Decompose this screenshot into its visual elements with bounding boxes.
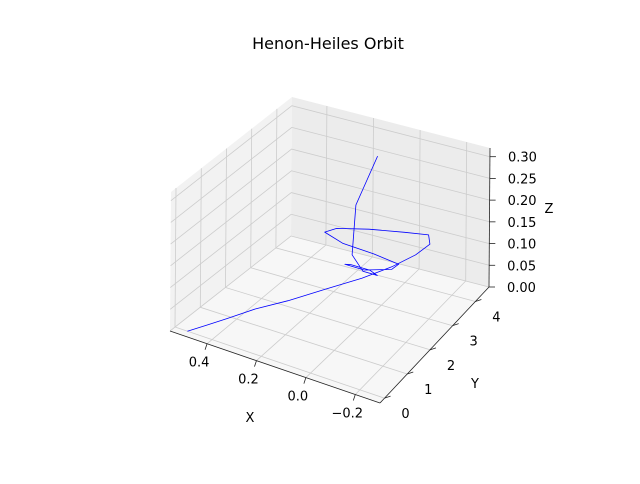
x-tick-label: −0.2	[332, 407, 364, 422]
y-tick-mark	[384, 395, 391, 399]
x-tick-mark	[254, 360, 257, 367]
x-tick-label: 0.2	[238, 373, 259, 388]
x-tick-label: 0.4	[189, 356, 210, 371]
z-tick-label: 0.00	[507, 281, 536, 296]
grid-line-z	[170, 192, 490, 288]
z-tick-label: 0.15	[507, 216, 536, 231]
z-tick-label: 0.30	[508, 151, 537, 166]
grid-line-z	[169, 213, 490, 310]
z-tick-label: 0.10	[507, 238, 536, 253]
chart-title: Henon-Heiles Orbit	[252, 34, 404, 53]
grid-line-z	[170, 105, 490, 202]
z-axis-label: Z	[545, 202, 554, 217]
grid-line-z	[170, 126, 490, 223]
grid-line-z	[169, 235, 490, 332]
y-axis-line	[379, 286, 490, 404]
y-tick-mark	[475, 299, 482, 302]
orbit-curve	[187, 155, 431, 332]
y-tick-label: 1	[424, 383, 432, 398]
series-line	[187, 155, 431, 332]
x-axis-line	[169, 330, 381, 404]
grid-lines	[169, 105, 490, 399]
y-tick-label: 2	[447, 359, 455, 374]
x-tick-mark	[204, 343, 208, 350]
axis-lines	[169, 147, 491, 404]
x-axis-label: X	[246, 411, 255, 426]
y-tick-label: 4	[492, 311, 500, 326]
y-axis-label: Y	[470, 377, 479, 392]
grid-line-z	[170, 170, 490, 267]
z-axis-line	[488, 147, 491, 288]
x-tick-mark	[303, 377, 307, 384]
back-wall-pane	[291, 97, 490, 287]
y-tick-label: 3	[470, 335, 478, 350]
z-tick-label: 0.05	[507, 259, 536, 274]
grid-line-z	[170, 148, 490, 245]
y-tick-mark	[452, 323, 459, 327]
z-tick-label: 0.20	[508, 194, 537, 209]
y-tick-mark	[407, 371, 414, 375]
x-tick-label: 0.0	[288, 390, 309, 405]
x-tick-mark	[352, 394, 356, 401]
y-tick-mark	[429, 347, 437, 351]
z-tick-label: 0.25	[508, 172, 537, 187]
y-tick-label: 0	[401, 407, 409, 422]
